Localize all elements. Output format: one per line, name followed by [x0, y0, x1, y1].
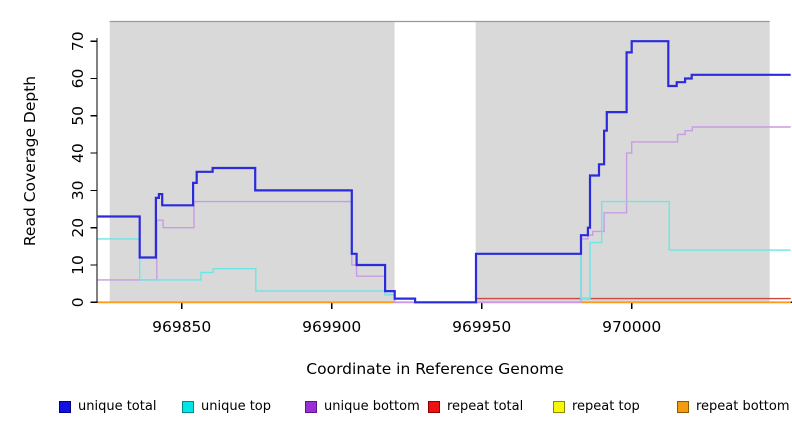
y-axis-title: Read Coverage Depth	[21, 76, 39, 246]
series-unique-total-line	[97, 40, 791, 304]
x-tick-label: 969850	[152, 318, 211, 336]
y-tick-label: 10	[69, 255, 87, 275]
chart-background	[109, 20, 770, 303]
y-tick-label: 40	[69, 143, 87, 163]
y-tick-label: 0	[69, 297, 87, 307]
y-tick-label: 30	[69, 181, 87, 201]
x-tick-label: 969900	[302, 318, 361, 336]
y-tick-label: 50	[69, 106, 87, 126]
y-tick-label: 20	[69, 218, 87, 238]
chart-series	[97, 40, 791, 304]
y-tick-label: 70	[69, 31, 87, 51]
uncovered-gap	[394, 21, 476, 303]
x-tick-label: 970000	[602, 318, 661, 336]
shaded-region-right	[475, 21, 770, 303]
x-axis-title: Coordinate in Reference Genome	[306, 360, 563, 378]
x-tick-label: 969950	[452, 318, 511, 336]
series-unique-bottom-line	[97, 126, 791, 303]
y-tick-label: 60	[69, 69, 87, 89]
